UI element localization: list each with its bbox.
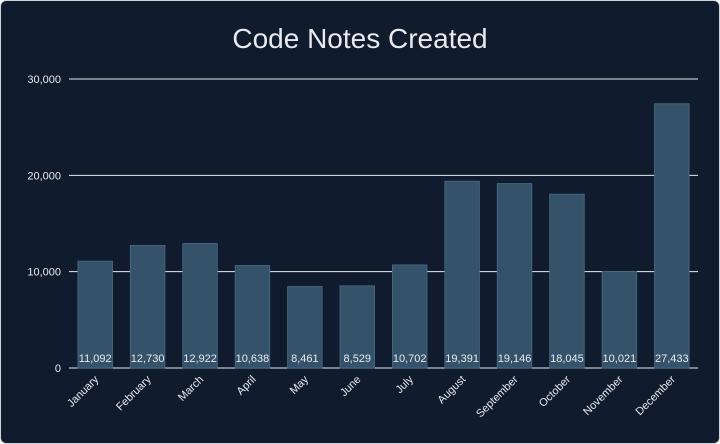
bar-august	[444, 180, 480, 369]
x-tick-label: February	[114, 373, 154, 413]
data-label: 19,391	[445, 353, 479, 365]
x-tick-label: April	[235, 374, 259, 398]
bar-june	[339, 285, 375, 369]
data-label: 10,021	[603, 353, 637, 365]
x-tick-label: November	[581, 373, 626, 418]
x-tick-label: June	[338, 374, 363, 399]
x-tick-label: October	[537, 373, 573, 409]
bar-january	[77, 260, 113, 369]
bar-april	[234, 265, 271, 369]
bar-october	[549, 193, 585, 369]
bar-november	[601, 271, 638, 369]
data-label: 10,702	[393, 353, 427, 365]
x-tick-label: July	[394, 373, 417, 396]
bar-july	[392, 264, 428, 369]
data-label: 19,146	[498, 353, 532, 365]
data-label: 8,529	[344, 353, 372, 365]
bar-may	[287, 286, 323, 369]
bar-february	[129, 244, 166, 369]
y-tick-label: 30,000	[27, 74, 61, 86]
x-tick-label: March	[176, 374, 206, 404]
bar-march	[182, 243, 218, 369]
y-tick-label: 0	[55, 363, 61, 375]
data-label: 10,638	[236, 353, 270, 365]
data-label: 12,730	[131, 353, 165, 365]
chart-title: Code Notes Created	[232, 23, 488, 54]
data-label: 8,461	[291, 353, 319, 365]
data-label: 27,433	[655, 353, 689, 365]
y-tick-label: 10,000	[27, 267, 61, 279]
data-label: 11,092	[79, 353, 112, 365]
x-tick-label: December	[634, 373, 679, 418]
data-label: 12,922	[183, 353, 217, 365]
x-tick-label: May	[288, 373, 312, 397]
x-tick-label: September	[474, 373, 521, 420]
bar-december	[654, 103, 690, 369]
x-tick-label: August	[436, 374, 469, 407]
data-label: 18,045	[550, 353, 584, 365]
y-tick-label: 20,000	[27, 170, 61, 182]
bar-september	[496, 183, 533, 369]
x-tick-label: January	[65, 373, 102, 410]
